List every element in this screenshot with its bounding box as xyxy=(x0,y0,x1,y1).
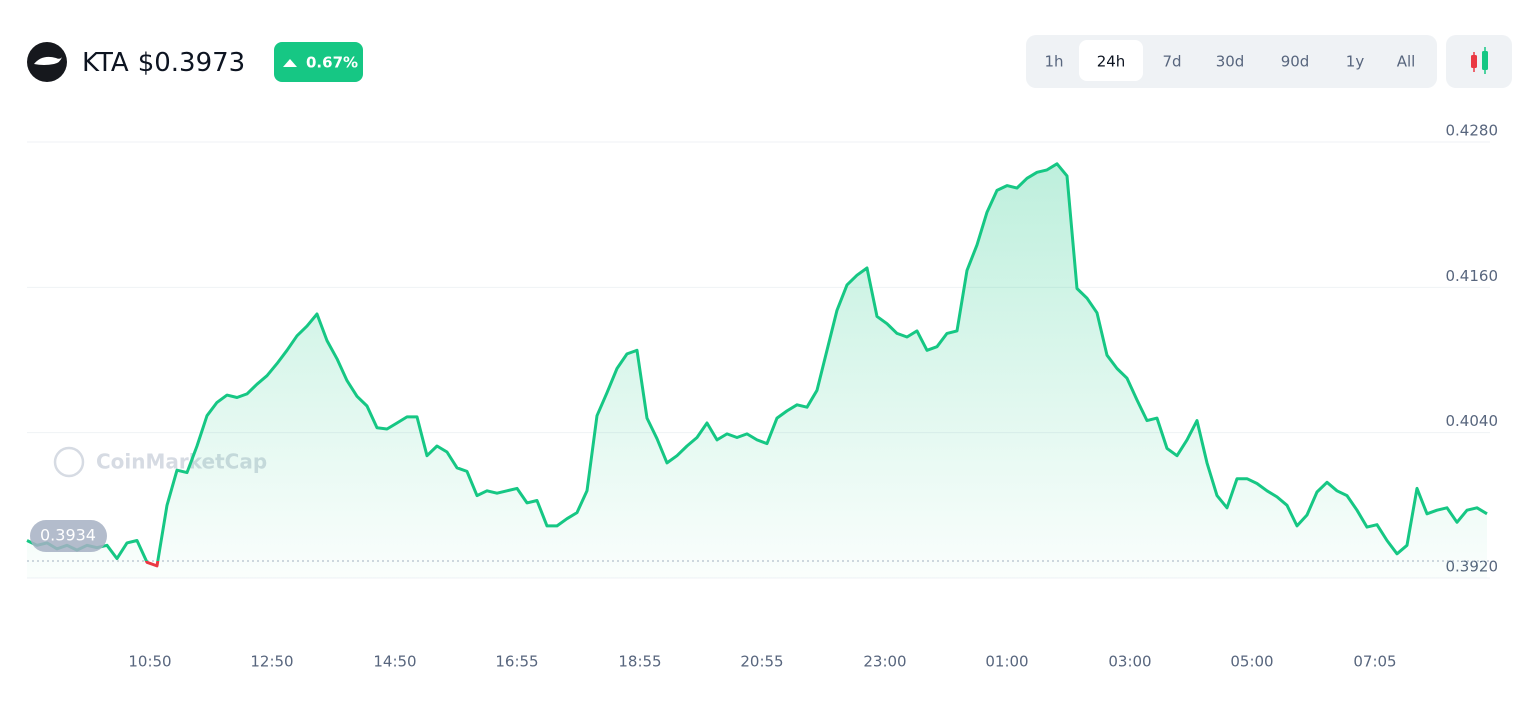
x-tick-label: 18:55 xyxy=(618,653,661,671)
token-price: $0.3973 xyxy=(138,48,246,78)
reference-badge xyxy=(30,520,107,553)
area xyxy=(27,163,1487,579)
y-tick-label: 0.4280 xyxy=(1446,122,1499,140)
range-button-active xyxy=(1079,40,1143,81)
candle-icon xyxy=(1471,55,1477,68)
range-button[interactable]: 30d xyxy=(1216,53,1245,71)
range-button[interactable]: 24h xyxy=(1097,53,1126,71)
watermark-logo xyxy=(53,446,85,478)
reference-label: 0.3934 xyxy=(40,526,96,545)
x-tick-label: 12:50 xyxy=(250,653,293,671)
range-button[interactable]: All xyxy=(1397,53,1416,71)
x-tick-label: 01:00 xyxy=(985,653,1028,671)
token-logo-mark xyxy=(34,56,62,65)
x-tick-label: 05:00 xyxy=(1230,653,1273,671)
candle-icon xyxy=(1482,51,1488,70)
range-button[interactable]: 1h xyxy=(1044,53,1063,71)
change-badge xyxy=(274,42,363,82)
x-tick-label: 14:50 xyxy=(373,653,416,671)
token-symbol: KTA xyxy=(82,48,129,78)
change-value: 0.67% xyxy=(306,54,358,72)
range-button[interactable]: 7d xyxy=(1162,53,1181,71)
x-tick-label: 23:00 xyxy=(863,653,906,671)
range-button[interactable]: 1y xyxy=(1346,53,1365,71)
token-heading: KTA $0.3973 xyxy=(82,48,245,78)
y-tick-label: 0.4160 xyxy=(1446,267,1499,285)
change-arrow xyxy=(283,59,297,67)
x-tick-label: 07:05 xyxy=(1353,653,1396,671)
x-tick-label: 20:55 xyxy=(740,653,783,671)
candle-toggle[interactable] xyxy=(1446,35,1512,88)
range-button[interactable]: 90d xyxy=(1281,53,1310,71)
x-tick-label: 16:55 xyxy=(495,653,538,671)
x-tick-label: 10:50 xyxy=(128,653,171,671)
x-tick-label: 03:00 xyxy=(1108,653,1151,671)
price-line xyxy=(26,162,1488,568)
y-tick-label: 0.4040 xyxy=(1446,412,1499,430)
